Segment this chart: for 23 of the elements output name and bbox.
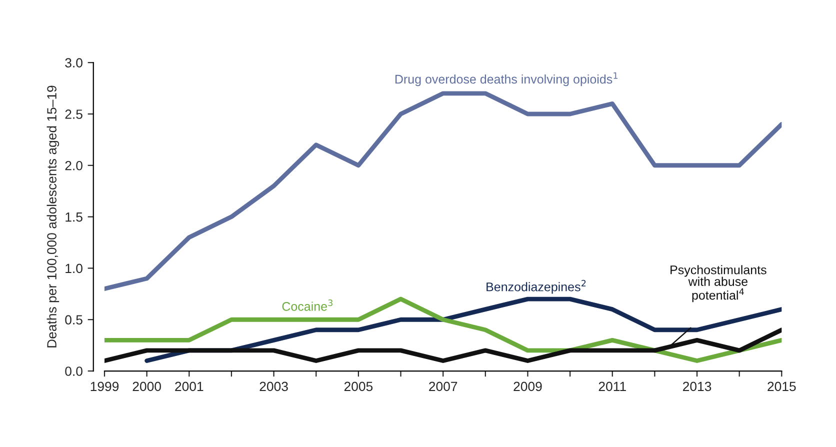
x-tick-label: 2015 — [768, 382, 796, 392]
x-tick-label: 2001 — [175, 382, 204, 392]
x-tick-label: 2013 — [683, 382, 712, 392]
x-tick-label: 2000 — [132, 382, 161, 392]
text: Psychostimulants with abuse potential$^{4}$ — [670, 265, 766, 302]
x-tick-label: 2005 — [344, 382, 373, 392]
y-tick-label: 1.0 — [66, 264, 82, 274]
series-label: Drug overdose deaths involving opioids$^{1}$ — [395, 72, 618, 86]
y-tick-label: 2.0 — [65, 160, 82, 170]
series-label: Cocaine$^{3}$ — [282, 299, 332, 311]
y-tick-label: 0.0 — [65, 366, 82, 376]
y-tick-label: 0.5 — [65, 315, 82, 325]
y-tick-label: 3.0 — [65, 58, 82, 68]
line-series — [104, 328, 782, 363]
x-tick-label: 2009 — [514, 382, 542, 392]
x-tick-label: 2007 — [429, 382, 458, 392]
x-tick-label: 2011 — [598, 382, 626, 392]
x-tick-label: 2003 — [260, 382, 288, 392]
y-axis-title: Deaths per 100,000 adolescents aged 15–19 — [46, 86, 60, 348]
x-tick-label: 1999 — [90, 382, 119, 392]
series-label: Benzodiazepines$^{2}$ — [486, 280, 586, 294]
y-tick-label: 2.5 — [65, 110, 82, 119]
y-tick-label: 1.5 — [66, 212, 82, 222]
